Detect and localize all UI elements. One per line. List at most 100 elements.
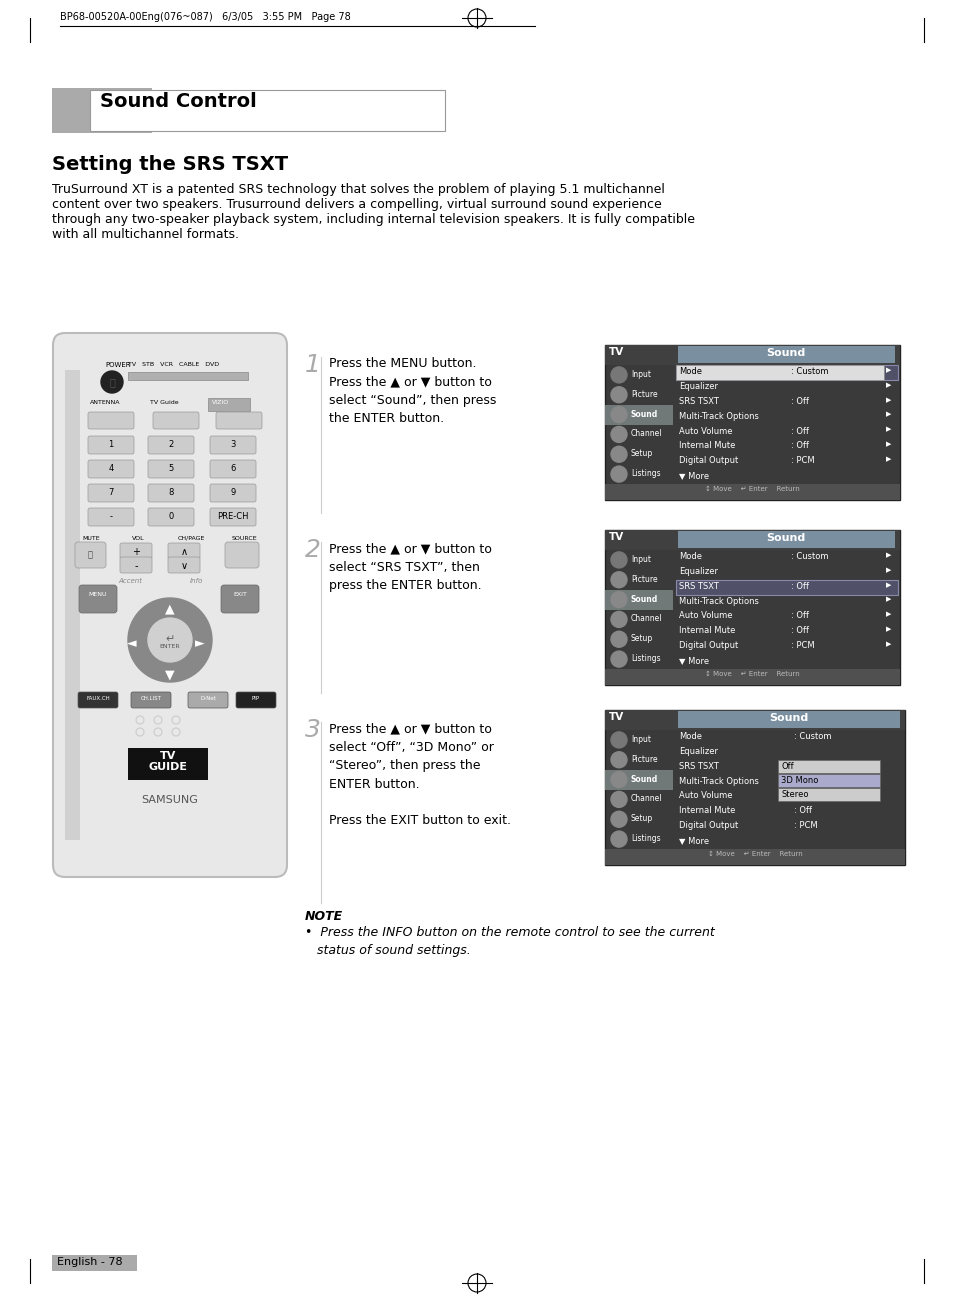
Text: FAUX.CH: FAUX.CH	[86, 696, 110, 701]
Circle shape	[610, 611, 626, 627]
Circle shape	[610, 466, 626, 483]
Text: ▶: ▶	[885, 367, 890, 373]
Text: Listings: Listings	[630, 654, 659, 664]
Text: TV: TV	[608, 532, 623, 543]
Circle shape	[610, 631, 626, 648]
Bar	[604, 669, 899, 686]
Circle shape	[610, 571, 626, 588]
Text: Internal Mute: Internal Mute	[679, 626, 735, 635]
Bar	[604, 710, 904, 730]
Text: Input: Input	[630, 735, 650, 744]
Circle shape	[610, 446, 626, 462]
FancyBboxPatch shape	[210, 507, 255, 526]
Text: ◄: ◄	[127, 637, 136, 650]
Text: •  Press the INFO button on the remote control to see the current
   status of s: • Press the INFO button on the remote co…	[305, 926, 714, 958]
Text: Equalizer: Equalizer	[679, 747, 718, 756]
Text: 2: 2	[168, 440, 173, 449]
FancyBboxPatch shape	[210, 436, 255, 454]
Bar	[604, 710, 904, 865]
Text: Setup: Setup	[630, 635, 653, 643]
Text: Setting the SRS TSXT: Setting the SRS TSXT	[52, 155, 288, 174]
Bar	[678, 712, 899, 729]
Text: : Off: : Off	[791, 441, 808, 450]
FancyBboxPatch shape	[120, 543, 152, 559]
Text: Press the MENU button.
Press the ▲ or ▼ button to
select “Sound”, then press
the: Press the MENU button. Press the ▲ or ▼ …	[329, 356, 496, 425]
Text: Setup: Setup	[630, 814, 653, 824]
Text: ▶: ▶	[885, 611, 890, 618]
Text: Equalizer: Equalizer	[679, 567, 718, 576]
Text: Sound: Sound	[765, 347, 804, 358]
Text: Picture: Picture	[630, 755, 657, 764]
Text: ⏻: ⏻	[109, 377, 114, 386]
Bar	[52, 88, 152, 133]
Text: ▼ More: ▼ More	[679, 471, 708, 480]
FancyBboxPatch shape	[53, 333, 287, 877]
Circle shape	[101, 371, 123, 393]
Text: Channel: Channel	[630, 795, 661, 804]
Bar	[676, 366, 897, 380]
Bar	[678, 531, 894, 548]
FancyBboxPatch shape	[79, 585, 117, 613]
Text: Channel: Channel	[630, 429, 661, 438]
Bar	[128, 748, 208, 781]
Bar	[604, 345, 899, 500]
Bar	[90, 90, 444, 131]
Text: Multi-Track Options: Multi-Track Options	[679, 777, 758, 786]
Text: Picture: Picture	[630, 575, 657, 584]
Text: : Off: : Off	[791, 611, 808, 621]
FancyBboxPatch shape	[148, 461, 193, 477]
Text: with all multichannel formats.: with all multichannel formats.	[52, 228, 239, 241]
Text: Mode: Mode	[679, 552, 701, 561]
Text: ↕ Move    ↵ Enter    Return: ↕ Move ↵ Enter Return	[707, 851, 801, 857]
Text: 4: 4	[109, 464, 113, 474]
Bar	[604, 770, 672, 790]
Circle shape	[610, 771, 626, 787]
Text: Internal Mute: Internal Mute	[679, 441, 735, 450]
Bar	[778, 774, 880, 787]
Text: TV   STB   VCR   CABLE   DVD: TV STB VCR CABLE DVD	[128, 362, 219, 367]
Text: : Custom: : Custom	[791, 552, 828, 561]
Text: 8: 8	[168, 488, 173, 497]
FancyBboxPatch shape	[235, 692, 275, 708]
FancyBboxPatch shape	[88, 507, 133, 526]
Text: English - 78: English - 78	[57, 1257, 123, 1267]
Text: TV: TV	[608, 347, 623, 356]
Text: ▶: ▶	[885, 382, 890, 388]
Bar	[676, 366, 883, 380]
FancyBboxPatch shape	[88, 461, 133, 477]
Text: ▶: ▶	[885, 641, 890, 648]
Text: NOTE: NOTE	[305, 909, 343, 922]
Text: Input: Input	[630, 369, 650, 379]
Text: Auto Volume: Auto Volume	[679, 427, 732, 436]
Text: SRS TSXT: SRS TSXT	[679, 582, 719, 591]
FancyBboxPatch shape	[210, 484, 255, 502]
Text: Sound: Sound	[765, 533, 804, 543]
Circle shape	[610, 752, 626, 768]
Text: Listings: Listings	[630, 470, 659, 477]
Circle shape	[610, 650, 626, 667]
Text: Accent: Accent	[118, 578, 142, 584]
Text: Press the ▲ or ▼ button to
select “SRS TSXT”, then
press the ENTER button.: Press the ▲ or ▼ button to select “SRS T…	[329, 543, 492, 592]
Circle shape	[148, 618, 192, 662]
FancyBboxPatch shape	[148, 484, 193, 502]
Text: Input: Input	[630, 556, 650, 563]
Text: 7: 7	[109, 488, 113, 497]
Text: 1: 1	[109, 440, 113, 449]
Text: Digital Output: Digital Output	[679, 457, 738, 466]
Text: Listings: Listings	[630, 834, 659, 843]
Text: through any two-speaker playback system, including internal television speakers.: through any two-speaker playback system,…	[52, 213, 695, 226]
Bar	[52, 1255, 137, 1271]
Circle shape	[610, 791, 626, 808]
Circle shape	[610, 812, 626, 827]
Text: CH/PAGE: CH/PAGE	[178, 536, 205, 541]
Text: BP68-00520A-00Eng(076~087)   6/3/05   3:55 PM   Page 78: BP68-00520A-00Eng(076~087) 6/3/05 3:55 P…	[60, 12, 351, 22]
Text: : Off: : Off	[791, 427, 808, 436]
Bar	[604, 850, 904, 865]
Circle shape	[610, 386, 626, 403]
Text: Sound: Sound	[630, 774, 658, 783]
Text: TV: TV	[608, 712, 623, 722]
Bar	[604, 484, 899, 500]
Text: Info: Info	[190, 578, 203, 584]
Text: content over two speakers. Trusurround delivers a compelling, virtual surround s: content over two speakers. Trusurround d…	[52, 198, 661, 211]
Text: ▶: ▶	[885, 626, 890, 632]
